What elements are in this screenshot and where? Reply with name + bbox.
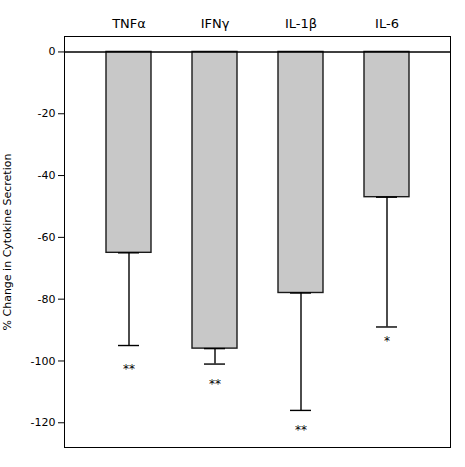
svg-text:IL-1β: IL-1β: [285, 16, 317, 31]
svg-text:% Change in Cytokine Secretion: % Change in Cytokine Secretion: [1, 154, 14, 331]
svg-text:-120: -120: [31, 416, 56, 429]
svg-text:**: **: [123, 362, 135, 376]
svg-text:IL-6: IL-6: [375, 16, 399, 31]
svg-text:-20: -20: [38, 107, 56, 120]
svg-text:-100: -100: [31, 354, 56, 367]
svg-text:*: *: [384, 334, 390, 348]
svg-text:**: **: [295, 423, 307, 437]
svg-text:-40: -40: [38, 169, 56, 182]
svg-text:**: **: [209, 377, 221, 391]
svg-text:IFNγ: IFNγ: [201, 16, 230, 31]
svg-text:TNFα: TNFα: [111, 16, 146, 31]
svg-text:-80: -80: [38, 293, 56, 306]
svg-text:-60: -60: [38, 231, 56, 244]
svg-text:0: 0: [49, 45, 56, 58]
